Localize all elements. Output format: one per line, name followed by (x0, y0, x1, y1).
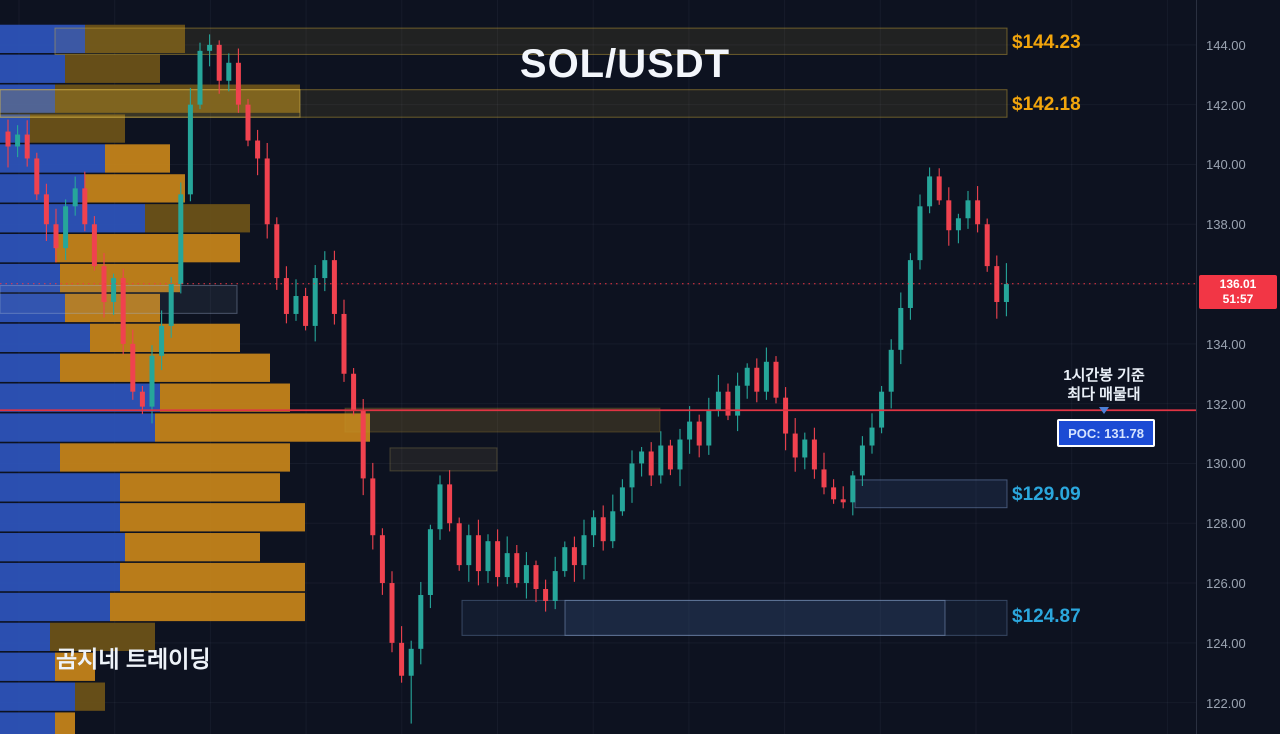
level-price-label: $124.87 (1012, 606, 1081, 628)
watermark: 곰지네 트레이딩 (56, 646, 211, 672)
chart-canvas[interactable]: SOL/USDT 곰지네 트레이딩 $144.23 $142.18 $129.09 $… (0, 0, 1197, 734)
axis-tick-label: 132.00 (1206, 396, 1246, 412)
candlestick-chart (0, 0, 1197, 734)
price-axis[interactable]: 144.00142.00140.00138.00136.00134.00132.… (1196, 0, 1280, 734)
axis-tick-label: 138.00 (1206, 217, 1246, 233)
axis-tick-label: 124.00 (1206, 635, 1246, 651)
annotation-line2: 최다 매물대 (1067, 386, 1141, 403)
annotation-line1: 1시간봉 기준 (1063, 367, 1145, 384)
axis-tick-label: 142.00 (1206, 97, 1246, 113)
level-price-label: $142.18 (1012, 93, 1081, 115)
symbol-title: SOL/USDT (519, 42, 731, 86)
current-price-tag: 136.01 51:57 (1199, 275, 1277, 309)
axis-tick-label: 134.00 (1206, 336, 1246, 352)
current-price: 136.01 (1219, 277, 1257, 291)
axis-tick-label: 140.00 (1206, 157, 1246, 173)
axis-tick-label: 128.00 (1206, 516, 1246, 532)
poc-pointer-icon (1099, 407, 1109, 414)
poc-annotation: 1시간봉 기준 최다 매물대 (1034, 366, 1174, 404)
axis-tick-label: 122.00 (1206, 695, 1246, 711)
level-price-label: $144.23 (1012, 32, 1081, 54)
poc-label: POC: 131.78 (1057, 419, 1155, 447)
axis-tick-label: 144.00 (1206, 37, 1246, 53)
axis-tick-label: 126.00 (1206, 576, 1246, 592)
axis-tick-label: 130.00 (1206, 456, 1246, 472)
level-price-label: $129.09 (1012, 483, 1081, 505)
countdown-timer: 51:57 (1222, 292, 1254, 306)
